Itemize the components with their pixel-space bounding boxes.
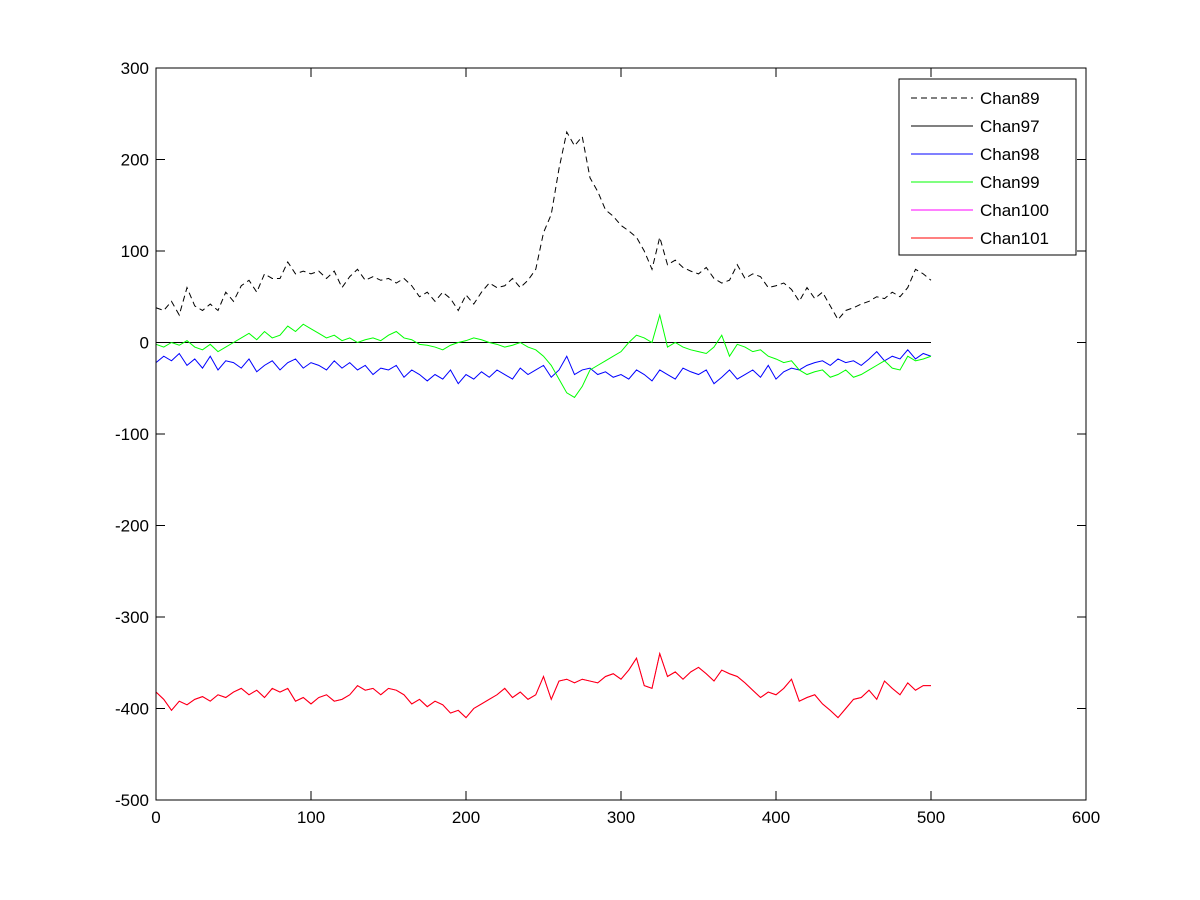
x-tick-label: 600 bbox=[1072, 808, 1100, 827]
legend-label: Chan101 bbox=[980, 229, 1049, 248]
series-line-chan89 bbox=[155, 130, 932, 321]
y-tick-label: -100 bbox=[115, 425, 149, 444]
y-tick-label: -500 bbox=[115, 791, 149, 810]
legend-label: Chan98 bbox=[980, 145, 1040, 164]
legend-box bbox=[898, 78, 1077, 256]
series-layer bbox=[155, 130, 932, 719]
series-line-chan99 bbox=[155, 313, 932, 399]
tick-layer: 0 100 200 300 400 500 600 -500 -400 -300 -200 -100 0… bbox=[115, 59, 1100, 827]
legend-label: Chan100 bbox=[980, 201, 1049, 220]
y-tick-label: 200 bbox=[121, 151, 149, 170]
y-tick-label: -200 bbox=[115, 517, 149, 536]
x-tick-label: 200 bbox=[452, 808, 480, 827]
y-tick-label: 0 bbox=[140, 334, 149, 353]
x-tick-label: 300 bbox=[607, 808, 635, 827]
x-tick-label: 100 bbox=[297, 808, 325, 827]
x-tick-label: 400 bbox=[762, 808, 790, 827]
y-tick-label: 100 bbox=[121, 242, 149, 261]
series-line-chan101 bbox=[155, 651, 931, 719]
legend-label: Chan89 bbox=[980, 89, 1040, 108]
x-tick-label: 500 bbox=[917, 808, 945, 827]
legend: Chan89 Chan97 Chan98 Chan99 Chan100 Chan101 bbox=[898, 78, 1077, 256]
y-tick-label: -400 bbox=[115, 700, 149, 719]
legend-label: Chan99 bbox=[980, 173, 1040, 192]
legend-label: Chan97 bbox=[980, 117, 1040, 136]
y-tick-label: -300 bbox=[115, 608, 149, 627]
series-line-chan98 bbox=[155, 349, 932, 385]
x-tick-label: 0 bbox=[151, 808, 160, 827]
y-tick-label: 300 bbox=[121, 59, 149, 78]
